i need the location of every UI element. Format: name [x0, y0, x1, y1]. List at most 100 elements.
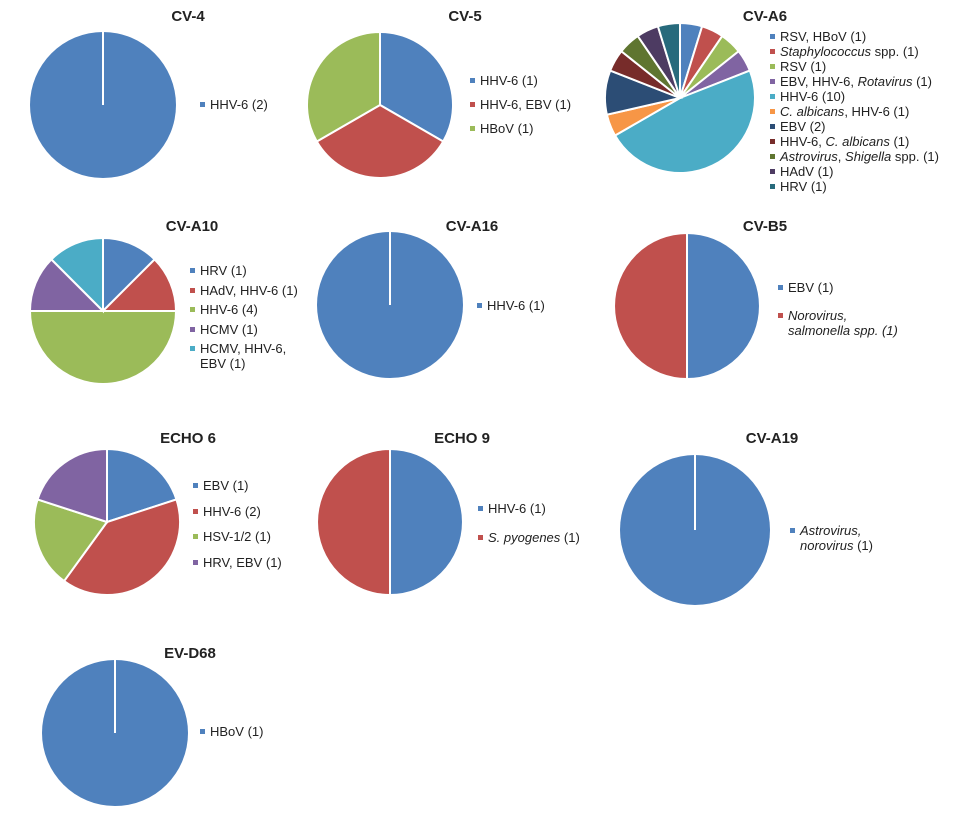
legend-marker — [193, 534, 198, 539]
pie-slice — [106, 447, 178, 524]
legend-item: Astrovirus, norovirus (1) — [790, 523, 873, 553]
legend-echo-9: HHV-6 (1) S. pyogenes (1) — [478, 501, 580, 545]
legend-marker — [778, 313, 783, 318]
legend-label: Staphylococcus — [780, 44, 872, 59]
pie-slice — [49, 236, 104, 314]
legend-label: C. albicans — [825, 134, 890, 149]
legend-marker — [193, 559, 198, 565]
legend-label: , — [837, 149, 846, 164]
legend-label: HHV-6, EBV (1) — [480, 97, 572, 112]
pie-slice — [389, 447, 464, 597]
legend-item: HCMV, HHV-6, EBV (1) — [190, 341, 298, 371]
legend-marker — [770, 49, 775, 54]
legend-item: HHV-6 (2) — [193, 504, 282, 519]
legend-item: HRV (1) — [190, 263, 298, 278]
legend-item: HHV-6, C. albicans (1) — [770, 134, 939, 149]
legend-item: EBV (1) — [778, 280, 898, 295]
pie-slice — [28, 257, 106, 312]
pie-slice — [613, 231, 688, 381]
chart-title-ev-d68: EV-D68 — [164, 645, 216, 662]
legend-cv-a10: HRV (1) HAdV, HHV-6 (1) HHV-6 (4) HCMV (1) H… — [190, 263, 298, 371]
legend-label: EBV (2) — [780, 119, 826, 134]
legend-label: (1) — [889, 134, 910, 149]
legend-label: (1) — [853, 538, 873, 553]
legend-item: EBV (2) — [770, 119, 939, 134]
legend-marker — [470, 126, 475, 131]
chart-title-cv-4: CV-4 — [171, 8, 205, 25]
legend-label: HHV-6 (1) — [480, 73, 538, 88]
legend-label: HHV-6 (1) — [488, 501, 546, 516]
legend-item: HAdV (1) — [770, 164, 939, 179]
legend-label: Norovirus, salmonella spp. (1) — [788, 308, 898, 338]
legend-item: HHV-6, EBV (1) — [470, 97, 571, 112]
legend-item: EBV, HHV-6, Rotavirus (1) — [770, 74, 939, 89]
legend-item: HHV-6 (1) — [477, 298, 545, 313]
legend-marker — [200, 102, 205, 107]
legend-marker — [190, 307, 195, 312]
pie-slice — [306, 30, 381, 143]
legend-marker — [190, 346, 195, 351]
legend-label: S. pyogenes — [488, 530, 561, 545]
legend-item: HSV-1/2 (1) — [193, 529, 282, 544]
legend-item: HBoV (1) — [200, 724, 263, 739]
legend-cv-5: HHV-6 (1) HHV-6, EBV (1) HBoV (1) — [470, 73, 571, 136]
legend-marker — [778, 285, 783, 290]
legend-marker — [770, 139, 775, 144]
legend-label: spp. (1) — [891, 149, 939, 164]
pie-cv-b5 — [613, 231, 761, 381]
legend-marker — [470, 102, 475, 107]
legend-marker — [770, 184, 775, 189]
legend-cv-4: HHV-6 (2) — [200, 97, 268, 112]
legend-item: HHV-6 (10) — [770, 89, 939, 104]
pie-cv-4 — [30, 32, 176, 178]
pie-cv-a10 — [28, 236, 178, 385]
pie-slice — [656, 21, 681, 99]
chart-title-echo-9: ECHO 9 — [434, 430, 490, 447]
chart-title-cv-a6: CV-A6 — [742, 8, 788, 25]
pie-slice — [33, 498, 109, 583]
legend-marker — [470, 78, 475, 83]
legend-label: HHV-6, — [780, 134, 826, 149]
chart-title-cv-a16: CV-A16 — [445, 218, 499, 235]
legend-marker — [770, 124, 775, 129]
legend-label: spp. (1) — [871, 44, 919, 59]
legend-item: HHV-6 (1) — [470, 73, 571, 88]
legend-label: , HHV-6 (1) — [844, 104, 910, 119]
legend-item: HCMV (1) — [190, 322, 298, 337]
legend-label: HSV-1/2 (1) — [203, 529, 271, 544]
legend-marker — [770, 94, 775, 99]
legend-label: RSV (1) — [780, 59, 827, 74]
legend-label: HCMV, HHV-6, EBV (1) — [200, 341, 287, 371]
legend-item: HRV (1) — [770, 179, 939, 194]
legend-marker — [190, 268, 195, 273]
legend-item: HHV-6 (1) — [478, 501, 580, 516]
legend-item: RSV (1) — [770, 59, 939, 74]
pie-cv-a16 — [317, 232, 463, 378]
pie-cv-a6 — [604, 21, 757, 174]
legend-marker — [770, 109, 775, 114]
chart-title-cv-a10: CV-A10 — [165, 218, 219, 235]
chart-title-echo-6: ECHO 6 — [160, 430, 216, 447]
legend-item: Astrovirus, Shigella spp. (1) — [770, 149, 939, 164]
legend-marker — [770, 79, 775, 84]
legend-label: HHV-6 (1) — [487, 298, 545, 313]
legend-cv-a6: RSV, HBoV (1) Staphylococcus spp. (1) RSV … — [770, 29, 939, 194]
legend-marker — [200, 729, 205, 734]
legend-cv-a16: HHV-6 (1) — [477, 298, 545, 313]
pie-cv-a19 — [620, 455, 770, 605]
legend-label: HBoV (1) — [210, 724, 264, 739]
legend-marker — [478, 506, 483, 511]
pie-echo-6 — [33, 447, 181, 596]
legend-item: S. pyogenes (1) — [478, 530, 580, 545]
legend-item: C. albicans, HHV-6 (1) — [770, 104, 939, 119]
legend-label: HBoV (1) — [480, 121, 534, 136]
legend-label: C. albicans — [780, 104, 845, 119]
chart-title-cv-5: CV-5 — [448, 8, 482, 25]
legend-item: HHV-6 (2) — [200, 97, 268, 112]
legend-ev-d68: HBoV (1) — [200, 724, 263, 739]
legend-item: EBV (1) — [193, 478, 282, 493]
pie-slice — [102, 236, 157, 314]
pie-slice — [100, 257, 178, 312]
legend-echo-6: EBV (1) HHV-6 (2) HSV-1/2 (1) HRV, EBV (1) — [193, 478, 282, 570]
